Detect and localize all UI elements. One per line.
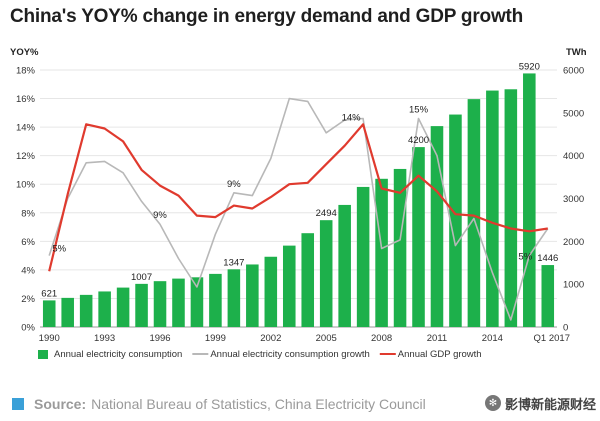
bar-electricity-consumption — [541, 265, 555, 327]
bar-electricity-consumption — [264, 256, 278, 327]
data-label: 5% — [52, 244, 66, 255]
left-tick-label: 4% — [21, 265, 35, 276]
combo-chart: 0% 2% 4% 6% 8% 10% 12% 14% 16% 18% 0 1000 2000 3000 4… — [10, 47, 587, 360]
bars-electricity-consumption — [42, 73, 555, 328]
bar-electricity-consumption — [356, 186, 370, 327]
right-axis-ticks: 0 1000 2000 3000 4000 5000 6000 — [563, 66, 584, 334]
left-tick-label: 10% — [16, 180, 36, 191]
bar-electricity-consumption — [190, 277, 204, 327]
bar-electricity-consumption — [412, 147, 425, 327]
bar-electricity-consumption — [486, 90, 499, 327]
left-tick-label: 6% — [21, 237, 35, 248]
bar-electricity-consumption — [430, 126, 444, 327]
watermark: ✻ 影博新能源财经 — [480, 392, 596, 414]
data-label: 621 — [41, 288, 57, 299]
data-label: 1007 — [131, 272, 152, 283]
wechat-icon: ✻ — [484, 395, 501, 411]
data-label: 1347 — [223, 257, 244, 268]
watermark-text: 影博新能源财经 — [504, 396, 596, 412]
right-tick-label: 3000 — [563, 194, 584, 205]
bar-electricity-consumption — [449, 114, 462, 328]
data-label: 14% — [342, 113, 362, 124]
bar-electricity-consumption — [116, 287, 130, 327]
x-tick-label: 2002 — [260, 333, 281, 344]
x-tick-label: 2014 — [482, 333, 503, 344]
bar-electricity-consumption — [467, 99, 481, 327]
right-tick-label: 2000 — [563, 237, 584, 248]
source-marker-icon — [12, 398, 24, 410]
bar-electricity-consumption — [153, 281, 167, 327]
data-label: 9% — [153, 210, 167, 221]
bar-electricity-consumption — [98, 291, 111, 327]
bar-electricity-consumption — [375, 178, 388, 327]
legend: Annual electricity consumption Annual ele… — [38, 349, 482, 360]
legend-swatch-bar — [38, 350, 48, 359]
bar-electricity-consumption — [135, 283, 148, 327]
bar-electricity-consumption — [172, 278, 185, 327]
x-tick-label: 1993 — [94, 333, 115, 344]
data-label: 1446 — [537, 253, 558, 264]
right-tick-label: 0 — [563, 323, 568, 334]
right-tick-label: 1000 — [563, 280, 584, 291]
bar-electricity-consumption — [209, 273, 222, 327]
left-tick-label: 16% — [16, 94, 36, 105]
x-tick-label: 1990 — [39, 333, 60, 344]
bar-electricity-consumption — [282, 245, 296, 327]
source-text: National Bureau of Statistics, China Ele… — [91, 396, 426, 412]
left-tick-label: 0% — [21, 323, 35, 334]
data-annotations: 621 1007 1347 2494 4200 5920 1446 5% 9% 9% 14% 15% 5… — [41, 61, 558, 299]
x-tick-label: 1999 — [205, 333, 226, 344]
x-axis-ticks: 1990 1993 1996 1999 2002 2005 2008 2011 2014 Q1 2… — [39, 333, 570, 344]
bar-electricity-consumption — [246, 264, 259, 327]
data-label: 9% — [227, 179, 241, 190]
right-axis-unit: TWh — [566, 47, 587, 58]
data-label: 15% — [409, 105, 429, 116]
left-tick-label: 12% — [16, 151, 36, 162]
bar-electricity-consumption — [504, 89, 518, 328]
right-tick-label: 5000 — [563, 108, 584, 119]
bar-electricity-consumption — [523, 73, 536, 327]
left-tick-label: 18% — [16, 66, 36, 77]
line-gdp-growth — [48, 123, 548, 272]
left-axis-ticks: 0% 2% 4% 6% 8% 10% 12% 14% 16% 18% — [16, 66, 36, 334]
source-label: Source: — [34, 396, 87, 412]
right-tick-label: 6000 — [563, 66, 584, 77]
x-tick-label: 2008 — [371, 333, 392, 344]
left-tick-label: 14% — [16, 123, 36, 134]
x-tick-label: Q1 2017 — [534, 333, 570, 344]
bar-electricity-consumption — [79, 294, 93, 327]
data-label: 5920 — [519, 61, 540, 72]
bar-electricity-consumption — [61, 297, 74, 327]
source-line: Source: National Bureau of Statistics, C… — [12, 394, 426, 414]
x-tick-label: 1996 — [149, 333, 170, 344]
data-label: 2494 — [316, 208, 337, 219]
data-label: 4200 — [408, 135, 429, 146]
bar-electricity-consumption — [227, 269, 241, 327]
bar-electricity-consumption — [301, 233, 315, 327]
right-tick-label: 4000 — [563, 151, 584, 162]
chart-title: China's YOY% change in energy demand and… — [10, 6, 524, 27]
bar-electricity-consumption — [393, 168, 407, 327]
legend-label: Annual GDP growth — [398, 349, 482, 360]
bar-electricity-consumption — [319, 220, 333, 327]
legend-label: Annual electricity consumption — [54, 349, 182, 360]
bar-electricity-consumption — [338, 204, 351, 327]
data-label: 5% — [518, 252, 532, 263]
left-tick-label: 2% — [21, 294, 35, 305]
legend-label: Annual electricity consumption growth — [210, 349, 369, 360]
x-tick-label: 2011 — [427, 333, 447, 344]
left-tick-label: 8% — [21, 208, 35, 219]
series-lines — [48, 97, 549, 321]
x-tick-label: 2005 — [316, 333, 337, 344]
line-electricity-growth — [48, 97, 549, 321]
left-axis-unit: YOY% — [10, 47, 39, 58]
bar-electricity-consumption — [42, 300, 56, 327]
